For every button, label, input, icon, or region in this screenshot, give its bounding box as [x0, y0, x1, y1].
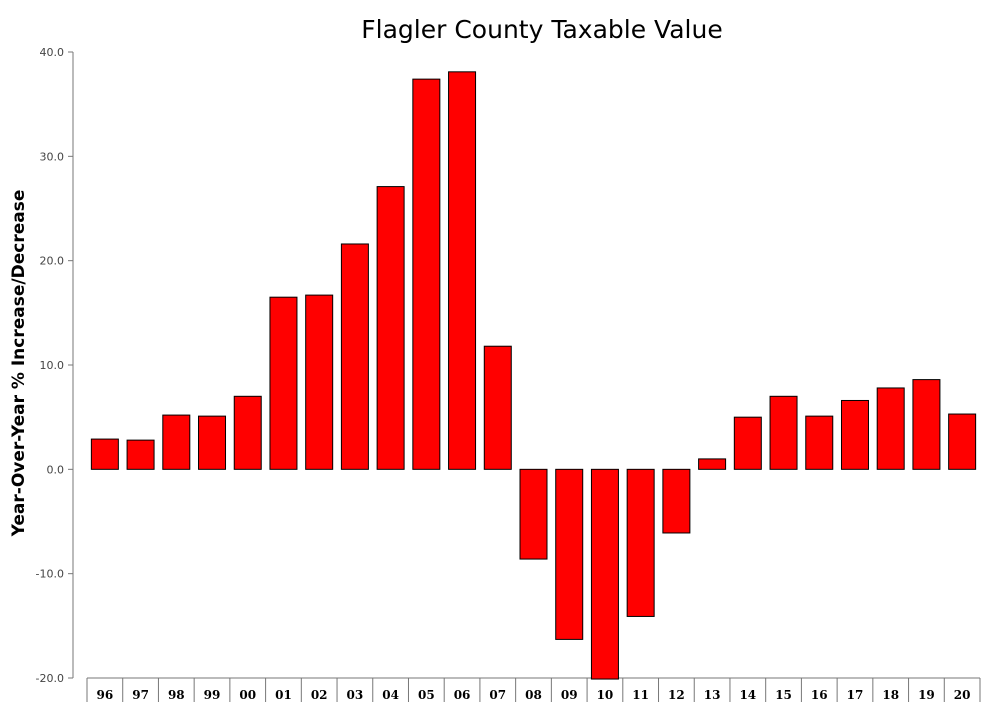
x-tick-label: 99	[204, 688, 221, 702]
x-tick-label: 00	[239, 688, 256, 702]
x-tick-label: 14	[739, 688, 756, 702]
x-tick-label: 16	[811, 688, 828, 702]
bars	[90, 71, 977, 680]
x-tick-label: 18	[882, 688, 899, 702]
y-axis-label: Year-Over-Year % Increase/Decrease	[9, 190, 29, 538]
bar-97	[126, 439, 155, 470]
x-tick-label: 02	[311, 688, 328, 702]
x-tick-label: 19	[918, 688, 935, 702]
x-tick-label: 01	[275, 688, 292, 702]
bar-09	[555, 468, 584, 640]
bar-12	[662, 468, 691, 534]
bar-17	[840, 399, 869, 470]
x-tick-label: 04	[382, 688, 399, 702]
x-tick-label: 07	[489, 688, 506, 702]
bar-99	[198, 415, 227, 470]
bar-20	[948, 413, 977, 470]
y-axis: 40.0 30.0 20.0 10.0 0.0 -10.0 -20.0	[36, 46, 74, 685]
bar-15	[769, 395, 798, 470]
y-tick-label: 0.0	[47, 463, 65, 476]
x-tick-label: 20	[954, 688, 971, 702]
x-tick-label: 13	[704, 688, 721, 702]
bar-08	[519, 468, 548, 560]
x-tick-label: 15	[775, 688, 792, 702]
x-tick-label: 06	[454, 688, 471, 702]
bar-96	[90, 438, 119, 470]
x-tick-label: 97	[132, 688, 149, 702]
bar-16	[805, 415, 834, 470]
x-tick-label: 96	[97, 688, 114, 702]
x-tick-label: 09	[561, 688, 578, 702]
bar-11	[626, 468, 655, 617]
x-tick-label: 98	[168, 688, 185, 702]
bar-05	[412, 78, 441, 470]
bar-13	[698, 458, 727, 470]
bar-19	[912, 379, 941, 470]
bar-07	[483, 345, 512, 470]
bar-03	[340, 243, 369, 470]
y-tick-label: 40.0	[40, 46, 65, 59]
bar-14	[733, 416, 762, 470]
x-tick-label: 03	[347, 688, 364, 702]
x-axis: 96 97 98 99 00 01 02 03 04 05 06 07 08 09 10 11 12 13 14 15…	[86, 677, 981, 702]
y-tick-label: -10.0	[36, 568, 64, 581]
x-tick-label: 12	[668, 688, 685, 702]
bar-02	[305, 294, 334, 470]
x-tick-label: 11	[632, 688, 649, 702]
y-tick-label: -20.0	[36, 672, 64, 685]
bar-06	[448, 71, 477, 470]
y-tick-label: 20.0	[40, 255, 65, 268]
y-tick-label: 10.0	[40, 359, 65, 372]
bar-04	[376, 186, 405, 470]
bar-98	[162, 414, 191, 470]
bar-10	[590, 468, 619, 680]
x-tick-label: 08	[525, 688, 542, 702]
x-tick-label: 17	[847, 688, 864, 702]
chart-title: Flagler County Taxable Value	[361, 15, 722, 44]
bar-01	[269, 296, 298, 470]
bar-18	[876, 387, 905, 470]
bar-00	[233, 395, 262, 470]
x-tick-label: 10	[597, 688, 614, 702]
x-tick-label: 05	[418, 688, 435, 702]
y-tick-label: 30.0	[40, 150, 65, 163]
